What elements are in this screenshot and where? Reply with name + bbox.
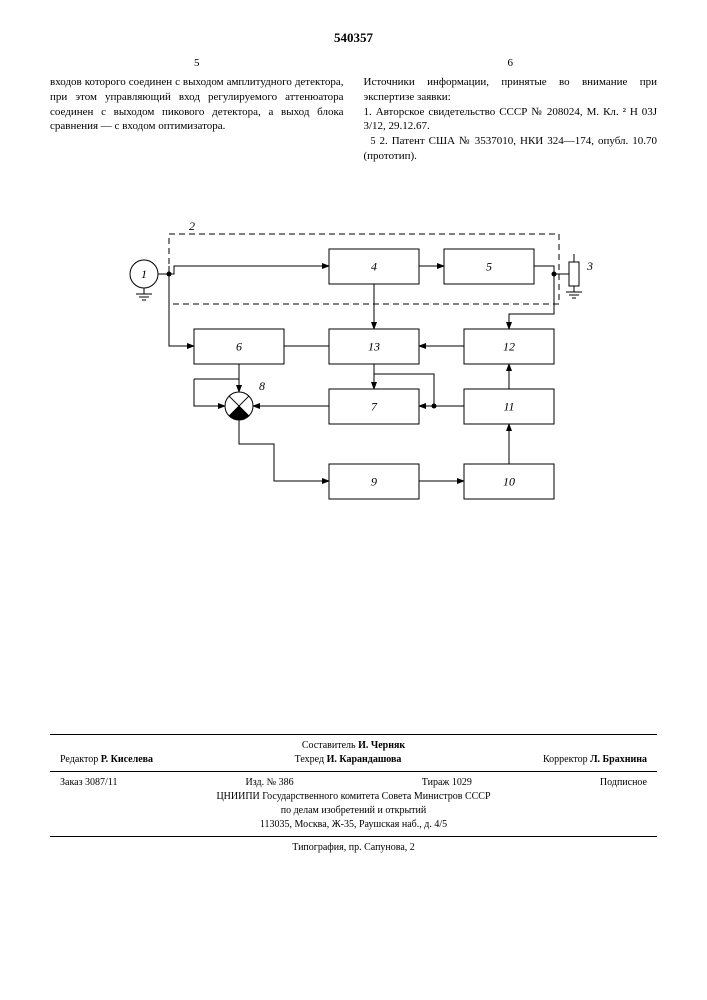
editor-label: Редактор [60, 754, 98, 765]
footer: Составитель И. Черняк Редактор Р. Киселе… [50, 734, 657, 855]
subscript: Подписное [600, 776, 647, 790]
svg-text:6: 6 [236, 339, 242, 353]
document-number: 540357 [50, 30, 657, 46]
svg-text:2: 2 [189, 219, 195, 233]
corrector-label: Корректор [543, 754, 588, 765]
svg-text:9: 9 [371, 474, 377, 488]
svg-text:8: 8 [259, 379, 265, 393]
block-diagram: 12345678910111213 [114, 214, 594, 534]
editor-name: Р. Киселева [101, 754, 153, 765]
svg-text:11: 11 [503, 399, 514, 413]
edition-number: Изд. № 386 [246, 776, 294, 790]
org-line-2: по делам изобретений и открытий [50, 804, 657, 818]
tirage: Тираж 1029 [422, 776, 472, 790]
org-line-1: ЦНИИПИ Государственного комитета Совета … [50, 790, 657, 804]
order-number: Заказ 3087/11 [60, 776, 117, 790]
text-columns: 5 входов которого соединен с выходом амп… [50, 56, 657, 164]
left-column-text: входов которого соединен с выходом ампли… [50, 75, 344, 134]
right-text-3: 52. Патент США № 3537010, НКИ 324—174, о… [364, 134, 658, 164]
svg-text:10: 10 [503, 474, 515, 488]
svg-text:12: 12 [503, 339, 515, 353]
right-text-3-body: 2. Патент США № 3537010, НКИ 324—174, оп… [364, 135, 658, 162]
svg-text:1: 1 [141, 267, 147, 281]
svg-text:5: 5 [486, 259, 492, 273]
svg-text:13: 13 [368, 339, 380, 353]
svg-text:7: 7 [371, 399, 378, 413]
tech-name: И. Карандашова [327, 754, 402, 765]
typography-line: Типография, пр. Сапунова, 2 [50, 841, 657, 855]
right-text-1: Источники информации, принятые во вниман… [364, 75, 658, 105]
compiler-name: И. Черняк [358, 740, 405, 751]
org-address: 113035, Москва, Ж-35, Раушская наб., д. … [50, 818, 657, 832]
svg-text:3: 3 [586, 259, 593, 273]
corrector-name: Л. Брахнина [590, 754, 647, 765]
col-num-left: 5 [50, 56, 344, 71]
svg-text:4: 4 [371, 259, 377, 273]
tech-label: Техред [295, 754, 324, 765]
col-num-right: 6 [364, 56, 658, 71]
margin-line-5: 5 [364, 135, 376, 149]
compiler-label: Составитель [302, 740, 356, 751]
right-text-2: 1. Авторское свидетельство СССР № 208024… [364, 105, 658, 135]
